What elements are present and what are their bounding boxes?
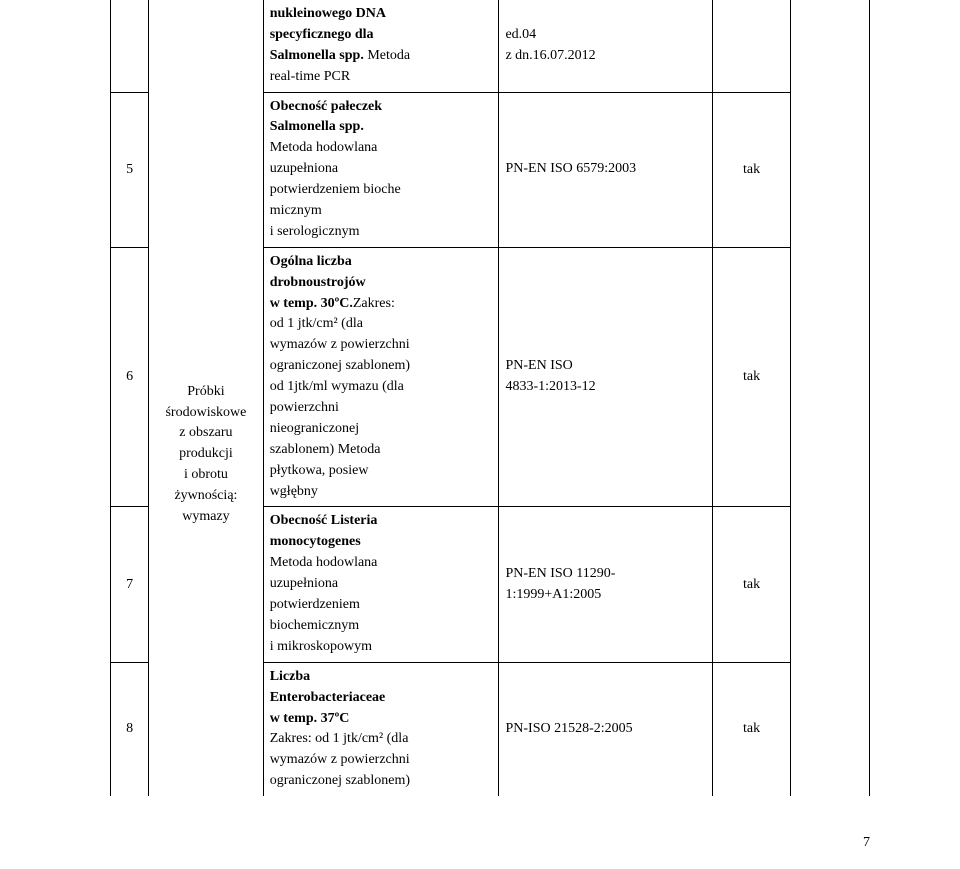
cell-blank (791, 0, 870, 92)
table-row: 6 Próbki środowiskowe z obszaru produkcj… (111, 247, 870, 507)
text: wgłębny (270, 484, 318, 499)
text: 7 (863, 835, 870, 850)
cell-tak: tak (712, 507, 791, 662)
text: i mikroskopowym (270, 639, 372, 654)
text: Metoda (367, 48, 410, 63)
cell-category (149, 0, 264, 92)
cell-category (149, 662, 264, 796)
text: ograniczonej szablonem) (270, 773, 410, 788)
cell-blank (791, 662, 870, 796)
cell-norm: PN-EN ISO 6579:2003 (499, 92, 712, 247)
text: tak (743, 577, 760, 592)
text: micznym (270, 203, 322, 218)
text: PN-EN ISO 6579:2003 (505, 161, 636, 176)
cell-desc: nukleinowego DNA specyficznego dla Salmo… (263, 0, 499, 92)
data-table: nukleinowego DNA specyficznego dla Salmo… (110, 0, 870, 796)
text: drobnoustrojów (270, 275, 366, 290)
text: Liczba (270, 669, 310, 684)
text: środowiskowe (165, 405, 246, 420)
text: PN-EN ISO 11290- (505, 566, 615, 581)
text: powierzchni (270, 400, 339, 415)
text: tak (743, 369, 760, 384)
text: i serologicznym (270, 224, 360, 239)
text: wymazów z powierzchni (270, 337, 410, 352)
text: od 1jtk/ml wymazu (dla (270, 379, 404, 394)
text: specyficznego dla (270, 27, 374, 42)
text: w temp. 37ºC (270, 711, 350, 726)
text: Metoda hodowlana (270, 140, 378, 155)
text: szablonem) Metoda (270, 442, 381, 457)
cell-tak (712, 0, 791, 92)
text: potwierdzeniem bioche (270, 182, 401, 197)
text: Obecność Listeria (270, 513, 378, 528)
cell-category (149, 92, 264, 247)
text: nukleinowego DNA (270, 6, 386, 21)
text: 8 (126, 721, 133, 736)
cell-blank (791, 92, 870, 247)
page-number: 7 (863, 835, 870, 851)
cell-tak: tak (712, 662, 791, 796)
text: PN-ISO 21528-2:2005 (505, 721, 632, 736)
cell-norm: PN-EN ISO 11290- 1:1999+A1:2005 (499, 507, 712, 662)
text: tak (743, 721, 760, 736)
cell-norm: PN-ISO 21528-2:2005 (499, 662, 712, 796)
text: wymazy (182, 509, 229, 524)
text: monocytogenes (270, 534, 361, 549)
cell-desc: Obecność Listeria monocytogenes Metoda h… (263, 507, 499, 662)
cell-num: 7 (111, 507, 149, 662)
cell-num: 5 (111, 92, 149, 247)
text: uzupełniona (270, 576, 338, 591)
text: Salmonella spp. (270, 48, 364, 63)
cell-norm: PN-EN ISO 4833-1:2013-12 (499, 247, 712, 507)
text: płytkowa, posiew (270, 463, 369, 478)
text: z obszaru (179, 425, 232, 440)
table-row: 8 Liczba Enterobacteriaceae w temp. 37ºC… (111, 662, 870, 796)
cell-tak: tak (712, 247, 791, 507)
text: Obecność pałeczek (270, 99, 382, 114)
text: od 1 jtk/cm² (dla (270, 316, 363, 331)
text: w temp. 30ºC. (270, 296, 353, 311)
page: nukleinowego DNA specyficznego dla Salmo… (0, 0, 960, 869)
text: biochemicznym (270, 618, 359, 633)
text: produkcji (179, 446, 233, 461)
cell-desc: Liczba Enterobacteriaceae w temp. 37ºC Z… (263, 662, 499, 796)
text: Próbki (187, 384, 224, 399)
text: 5 (126, 162, 133, 177)
text: z dn.16.07.2012 (505, 48, 595, 63)
text: Metoda hodowlana (270, 555, 378, 570)
text: Salmonella spp. (270, 119, 364, 134)
cell-desc: Obecność pałeczek Salmonella spp. Metoda… (263, 92, 499, 247)
text: 6 (126, 369, 133, 384)
cell-norm: ed.04 z dn.16.07.2012 (499, 0, 712, 92)
cell-category: Próbki środowiskowe z obszaru produkcji … (149, 247, 264, 662)
text: Zakres: (353, 296, 395, 311)
text: real-time PCR (270, 69, 351, 84)
text: Zakres: od 1 jtk/cm² (dla (270, 731, 409, 746)
text: PN-EN ISO (505, 358, 572, 373)
cell-tak: tak (712, 92, 791, 247)
text: 1:1999+A1:2005 (505, 587, 601, 602)
text: tak (743, 162, 760, 177)
text: żywnością: (174, 488, 237, 503)
text: potwierdzeniem (270, 597, 360, 612)
text: Enterobacteriaceae (270, 690, 386, 705)
table-row: nukleinowego DNA specyficznego dla Salmo… (111, 0, 870, 92)
cell-desc: Ogólna liczba drobnoustrojów w temp. 30º… (263, 247, 499, 507)
text: 7 (126, 577, 133, 592)
text: nieograniczonej (270, 421, 359, 436)
cell-num: 6 (111, 247, 149, 507)
text: wymazów z powierzchni (270, 752, 410, 767)
text: Ogólna liczba (270, 254, 352, 269)
text: ograniczonej szablonem) (270, 358, 410, 373)
cell-num (111, 0, 149, 92)
table-row: 5 Obecność pałeczek Salmonella spp. Meto… (111, 92, 870, 247)
text: 4833-1:2013-12 (505, 379, 595, 394)
text: i obrotu (184, 467, 228, 482)
text: ed.04 (505, 27, 536, 42)
text: uzupełniona (270, 161, 338, 176)
cell-blank (791, 507, 870, 662)
cell-num: 8 (111, 662, 149, 796)
cell-blank (791, 247, 870, 507)
